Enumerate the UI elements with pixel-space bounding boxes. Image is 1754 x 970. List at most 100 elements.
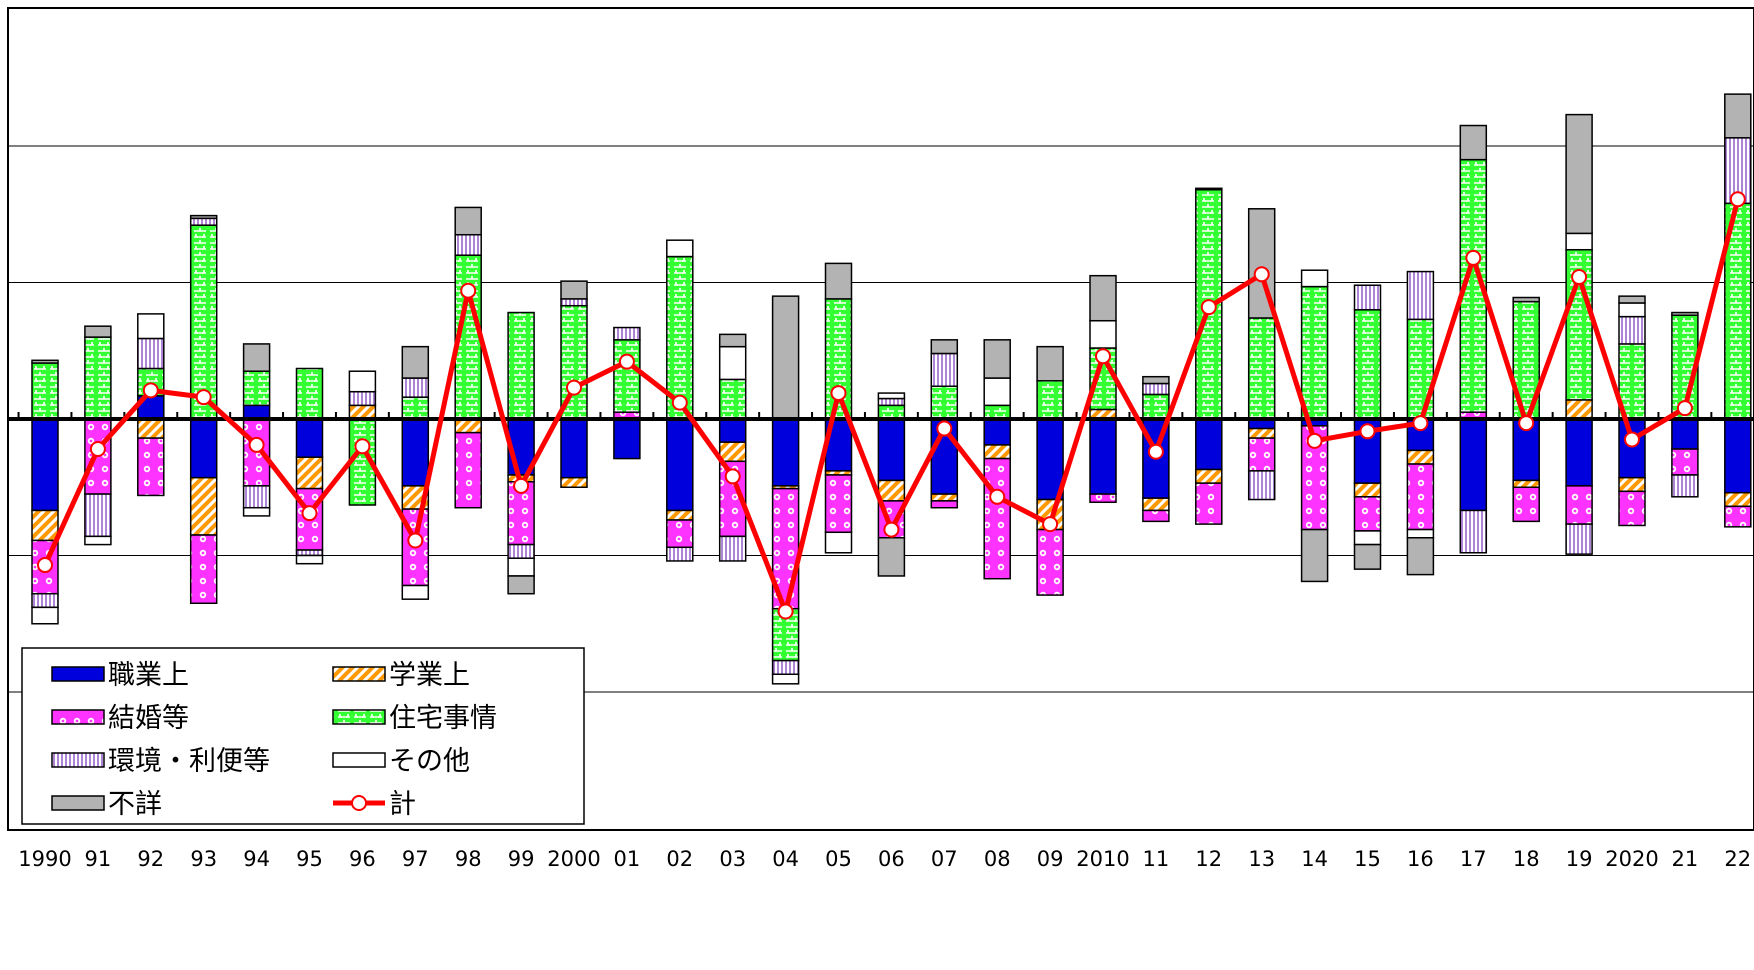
total-point [1359, 423, 1376, 440]
bar-environment [1565, 523, 1593, 555]
bar-environment [1671, 474, 1699, 498]
bar-marriage [1142, 509, 1170, 523]
bar-unknown [1089, 274, 1117, 322]
bar-other [1089, 319, 1117, 349]
bar-housing [1142, 393, 1170, 420]
total-point [830, 385, 847, 402]
bar-study [877, 479, 906, 502]
total-point [1518, 415, 1535, 432]
bar-unknown [454, 206, 482, 236]
bar-study [1247, 427, 1276, 439]
bar-occupation [771, 418, 800, 487]
bar-housing [31, 362, 59, 420]
x-tick-label: 02 [666, 847, 693, 871]
bar-environment [1406, 270, 1435, 321]
bar-other [401, 584, 430, 600]
x-tick-label: 18 [1513, 847, 1540, 871]
bar-occupation [877, 418, 906, 482]
bar-unknown [189, 214, 218, 220]
bar-housing [84, 336, 112, 420]
total-point [354, 438, 371, 455]
bar-marriage [189, 534, 218, 605]
x-tick-label: 2000 [547, 847, 600, 871]
bar-environment [507, 543, 535, 559]
bar-occupation [1565, 418, 1593, 487]
bar-unknown [718, 333, 747, 348]
bar-environment [718, 535, 747, 562]
bar-occupation [983, 418, 1011, 446]
x-tick-label: 99 [508, 847, 535, 871]
total-point [989, 488, 1006, 505]
bar-other [824, 531, 853, 554]
bar-other [295, 554, 324, 565]
bar-unknown [84, 325, 112, 338]
bar-other [31, 606, 59, 625]
legend-label-marriage: 結婚等 [108, 703, 189, 734]
legend-swatch-environment [51, 752, 105, 768]
bar-housing [507, 311, 535, 420]
total-point [1676, 400, 1693, 417]
bar-other [983, 377, 1011, 407]
bar-unknown [31, 359, 59, 364]
total-point [1042, 516, 1059, 533]
bar-housing [1353, 309, 1382, 420]
bar-unknown [560, 280, 588, 300]
bar-housing [666, 255, 694, 420]
bar-study [1724, 491, 1752, 508]
bar-environment [401, 377, 430, 398]
bar-other [507, 557, 535, 577]
legend-label-unknown: 不詳 [108, 789, 162, 820]
bar-environment [1618, 315, 1646, 345]
bar-housing [718, 378, 747, 420]
x-tick-label: 2010 [1076, 847, 1129, 871]
bar-unknown [824, 262, 853, 300]
legend-swatch-study [332, 666, 386, 682]
x-tick-label: 93 [190, 847, 217, 871]
x-tick-label: 2020 [1605, 847, 1658, 871]
total-point [195, 389, 212, 406]
bar-marriage [1671, 448, 1699, 476]
legend-swatch-other [332, 752, 386, 768]
legend-label-total: 計 [389, 789, 416, 820]
bar-environment [1142, 382, 1170, 396]
bar-occupation [1459, 418, 1488, 512]
bar-study [348, 404, 377, 420]
bar-study [1353, 482, 1382, 498]
bar-housing [1036, 380, 1064, 420]
total-point [1095, 348, 1111, 365]
bar-environment [454, 233, 482, 256]
total-point [566, 379, 582, 396]
x-tick-label: 09 [1037, 847, 1064, 871]
bar-housing [242, 370, 271, 407]
bar-study [718, 441, 747, 463]
total-point [513, 477, 530, 494]
bar-marriage [1247, 437, 1276, 472]
total-point [407, 532, 424, 549]
bar-housing [295, 367, 324, 420]
bar-unknown [1724, 93, 1752, 139]
bar-unknown [401, 345, 430, 379]
bar-marriage [824, 474, 853, 534]
bar-study [31, 509, 59, 542]
bar-other [348, 370, 377, 393]
total-point [1253, 266, 1270, 283]
bar-occupation [718, 418, 747, 443]
bar-environment [930, 352, 959, 387]
bar-environment [560, 298, 588, 307]
x-tick-label: 11 [1143, 847, 1170, 871]
bar-environment [84, 493, 112, 538]
x-tick-label: 96 [349, 847, 376, 871]
x-tick-label: 1990 [18, 847, 71, 871]
bar-study [454, 418, 482, 434]
bar-unknown [507, 575, 535, 595]
bar-environment [242, 485, 271, 509]
bar-marriage [1512, 486, 1540, 523]
bar-occupation [1089, 418, 1117, 495]
x-tick-label: 01 [614, 847, 641, 871]
bar-unknown [1195, 187, 1223, 191]
bar-environment [877, 397, 906, 407]
total-point [1147, 443, 1164, 460]
legend-label-environment: 環境・利便等 [108, 746, 270, 777]
